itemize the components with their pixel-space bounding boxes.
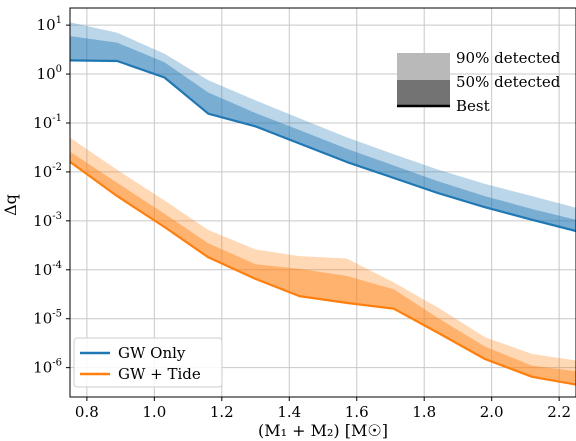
y-tick-label: 10-6 — [33, 358, 62, 377]
series-0-best-line — [69, 59, 576, 233]
legend-swatch-90 — [397, 53, 450, 80]
axis-ticks: 0.8 1.0 1.2 1.4 1.6 1.8 2.0 2.2 101 100 10-1 10-2 10… — [33, 15, 571, 421]
plot-frame — [69, 7, 576, 398]
series-0-band-50 — [70, 36, 576, 231]
y-tick-label: 10-2 — [33, 162, 62, 181]
legend-label-gw-only: GW Only — [118, 344, 186, 362]
y-tick-label: 10-3 — [33, 211, 62, 230]
band-legend-best-label: Best — [456, 97, 490, 115]
x-tick-label: 1.4 — [277, 403, 301, 421]
legend-swatch-50 — [397, 80, 450, 106]
x-tick-label: 0.8 — [75, 403, 99, 421]
x-tick-label: 1.8 — [412, 403, 436, 421]
series-legend: GW Only GW + Tide — [73, 337, 223, 388]
series-1-band-50 — [70, 151, 576, 385]
series-1-best-line — [69, 161, 576, 386]
x-tick-label: 1.6 — [345, 403, 369, 421]
legend-box — [73, 337, 223, 388]
band-legend-90-label: 90% detected — [456, 49, 561, 67]
series-0-band-90 — [70, 22, 576, 220]
y-tick-label: 10-4 — [33, 260, 62, 279]
y-tick-label: 101 — [37, 15, 62, 34]
y-tick-label: 100 — [37, 64, 62, 83]
x-tick-label: 1.0 — [142, 403, 166, 421]
x-axis-label: (M₁ + M₂) [M☉] — [258, 421, 388, 440]
y-tick-label: 10-5 — [33, 309, 62, 328]
legend-label-gw-tide: GW + Tide — [118, 365, 201, 383]
data-bands — [70, 22, 576, 385]
band-legend-50-label: 50% detected — [456, 73, 561, 91]
y-axis-label: Δq — [1, 194, 20, 216]
best-lines — [69, 59, 576, 386]
y-tick-label: 10-1 — [33, 113, 62, 132]
series-1-band-90 — [70, 137, 576, 372]
x-tick-label: 1.2 — [210, 403, 234, 421]
x-tick-label: 2.2 — [547, 403, 571, 421]
band-legend: 90% detected 50% detected Best — [397, 49, 561, 115]
x-tick-label: 2.0 — [480, 403, 504, 421]
